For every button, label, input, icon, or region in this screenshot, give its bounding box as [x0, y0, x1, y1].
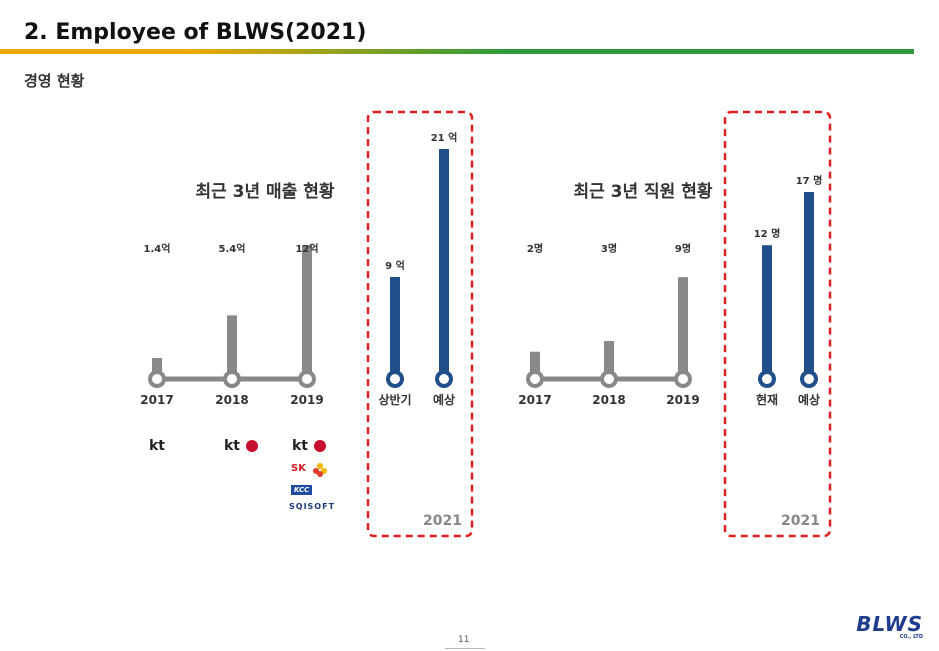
- bar-node: [298, 370, 316, 388]
- bar: [439, 149, 449, 373]
- highlight-box-2021: [723, 110, 832, 538]
- value-label: 5.4억: [219, 243, 246, 255]
- bar-node: [674, 370, 692, 388]
- value-label: 21 억: [431, 132, 458, 144]
- lg-logo: [246, 440, 259, 452]
- brand-logo: BLWS: [856, 612, 923, 636]
- category-label: 현재: [756, 392, 778, 407]
- bar: [604, 341, 614, 373]
- category-label: 예상: [798, 392, 820, 407]
- value-label: 2명: [527, 242, 543, 255]
- bar: [302, 245, 312, 373]
- clients-2019-row1: kt: [292, 438, 327, 454]
- title-rule: [0, 49, 914, 54]
- chart-title: 최근 3년 직원 현황: [573, 182, 712, 202]
- clients-2019-row2: SK: [291, 462, 327, 477]
- page-number: 11: [458, 635, 470, 645]
- category-label: 2019: [666, 393, 699, 407]
- bar: [762, 245, 772, 373]
- bar-node: [600, 370, 618, 388]
- value-label: 1.4억: [144, 243, 171, 255]
- value-label: 12억: [295, 243, 318, 255]
- bar: [227, 315, 237, 373]
- highlight-box-2021: [366, 110, 474, 538]
- bar-node: [148, 370, 166, 388]
- chart-title: 최근 3년 매출 현황: [195, 182, 334, 202]
- bar-node: [758, 370, 776, 388]
- brand-logo-sub: CO., LTD: [899, 634, 923, 640]
- value-label: 9 억: [385, 260, 405, 272]
- kt-logo: kt: [224, 438, 241, 454]
- category-label: 2017: [140, 393, 173, 407]
- category-label: 상반기: [378, 392, 411, 407]
- bar: [152, 358, 162, 373]
- value-label: 3명: [601, 242, 617, 255]
- bar-node: [435, 370, 453, 388]
- highlight-year-label: 2021: [423, 513, 462, 529]
- value-label: 17 명: [796, 174, 823, 187]
- bar: [804, 192, 814, 373]
- bar-node: [223, 370, 241, 388]
- bar: [530, 351, 540, 373]
- kcc-logo: KCC: [291, 485, 313, 495]
- value-label: 12 명: [754, 227, 781, 240]
- category-label: 2018: [592, 393, 625, 407]
- clients-2017: kt: [149, 438, 165, 454]
- lg-logo: [314, 440, 327, 452]
- sqisoft-logo: SQISOFT: [289, 502, 336, 511]
- bar-node: [800, 370, 818, 388]
- highlight-year-label: 2021: [781, 513, 820, 529]
- kt-logo: kt: [149, 438, 166, 454]
- page-number-underline: [445, 648, 485, 649]
- clients-2018: kt: [224, 438, 259, 454]
- sk-butterfly-icon: [312, 462, 327, 477]
- section-subtitle: 경영 현황: [24, 72, 85, 90]
- bar-node: [526, 370, 544, 388]
- kt-logo: kt: [292, 438, 309, 454]
- category-label: 2019: [290, 393, 323, 407]
- value-label: 9명: [675, 242, 691, 255]
- category-label: 2017: [518, 393, 551, 407]
- category-label: 2018: [215, 393, 248, 407]
- category-label: 예상: [433, 392, 455, 407]
- bar: [678, 277, 688, 373]
- clients-2019-row3: KCC: [291, 485, 313, 495]
- bar: [390, 277, 400, 373]
- sk-logo-text: SK: [291, 462, 306, 474]
- bar-node: [386, 370, 404, 388]
- clients-2019-row4: SQISOFT: [289, 502, 335, 511]
- page-title: 2. Employee of BLWS(2021): [24, 20, 367, 45]
